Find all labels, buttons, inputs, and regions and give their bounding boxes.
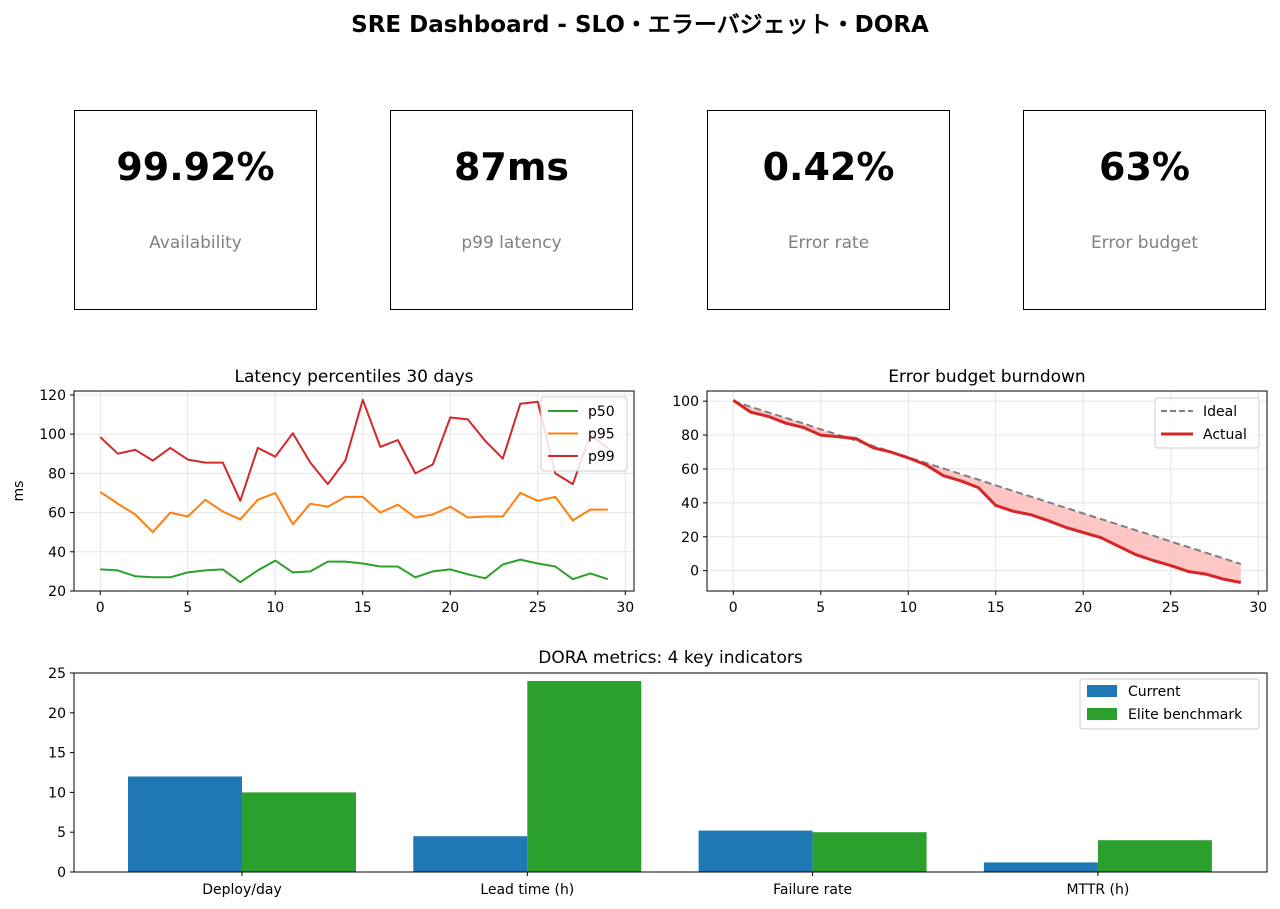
kpi-card-error-rate: 0.42% Error rate (707, 110, 950, 310)
kpi-card-p99-latency: 87ms p99 latency (390, 110, 633, 310)
x-tick-label: 10 (266, 600, 284, 616)
bar-current (128, 776, 242, 872)
x-tick-label: 20 (441, 600, 459, 616)
y-tick-label: 20 (48, 584, 66, 600)
series-line-ideal (732, 400, 1242, 565)
x-tick-label: 15 (987, 600, 1005, 616)
legend-label-elite: Elite benchmark (1128, 707, 1243, 723)
legend-label-p50: p50 (588, 404, 615, 420)
y-tick-label: 80 (48, 466, 66, 482)
legend: Ideal Actual (1154, 397, 1260, 449)
legend-swatch-current (1087, 685, 1117, 697)
kpi-value: 63% (1099, 145, 1190, 189)
x-tick-label: Failure rate (773, 882, 852, 898)
kpi-value: 99.92% (116, 145, 275, 189)
bar-current (413, 836, 528, 872)
y-tick-label: 100 (39, 427, 66, 443)
chart-title: Error budget burndown (888, 367, 1085, 387)
y-tick-label: 40 (48, 545, 66, 561)
bar-elite (527, 681, 642, 872)
legend-label-ideal: Ideal (1203, 404, 1237, 420)
axes-frame (706, 390, 1268, 592)
legend-label-p99: p99 (588, 449, 615, 465)
x-tick-label: Lead time (h) (480, 882, 574, 898)
axes-frame (73, 390, 635, 592)
legend-label-actual: Actual (1203, 427, 1247, 443)
x-tick-label: 10 (899, 600, 917, 616)
y-tick-label: 20 (48, 706, 66, 722)
x-tick-label: 30 (1249, 600, 1267, 616)
kpi-label: p99 latency (461, 233, 562, 253)
x-tick-label: 0 (96, 600, 105, 616)
y-tick-label: 60 (48, 506, 66, 522)
y-tick-label: 40 (681, 496, 699, 512)
y-tick-label: 60 (681, 462, 699, 478)
kpi-card-error-budget: 63% Error budget (1023, 110, 1266, 310)
y-tick-label: 0 (690, 564, 699, 580)
series-line-p99 (99, 398, 609, 502)
x-tick-label: 5 (816, 600, 825, 616)
y-tick-label: 25 (48, 666, 66, 682)
y-axis-label: ms (11, 481, 27, 502)
x-tick-label: MTTR (h) (1066, 882, 1129, 898)
x-tick-label: 0 (729, 600, 738, 616)
bar-elite (812, 832, 927, 872)
bar-elite (242, 792, 356, 872)
y-tick-label: 0 (57, 865, 66, 881)
chart-title: Latency percentiles 30 days (234, 367, 473, 387)
x-tick-label: 15 (354, 600, 372, 616)
x-tick-label: 20 (1074, 600, 1092, 616)
series-line-p50 (100, 558, 609, 584)
series-line-p95 (99, 491, 608, 534)
y-tick-label: 20 (681, 530, 699, 546)
legend: p50 p95 p99 (540, 396, 628, 472)
y-tick-label: 10 (48, 785, 66, 801)
y-tick-label: 120 (39, 388, 66, 404)
series-line-actual (732, 399, 1242, 584)
x-tick-label: 25 (1162, 600, 1180, 616)
bar-current (698, 830, 813, 872)
x-tick-label: 30 (616, 600, 634, 616)
y-tick-label: 5 (57, 825, 66, 841)
legend: Current Elite benchmark (1079, 678, 1260, 730)
budget-gap-area (733, 400, 1241, 583)
x-tick-label: 25 (529, 600, 547, 616)
burndown-chart: 0 5 10 15 20 25 30 0 20 40 60 80 100 Error budget bur… (672, 367, 1268, 616)
kpi-value: 0.42% (762, 145, 895, 189)
kpi-card-availability: 99.92% Availability (74, 110, 317, 310)
legend-box (540, 396, 628, 472)
bar-elite (1097, 840, 1212, 872)
legend-label-p95: p95 (588, 427, 615, 443)
kpi-label: Error budget (1090, 233, 1199, 253)
y-tick-label: 80 (681, 428, 699, 444)
kpi-label: Error rate (787, 233, 870, 253)
dora-chart: Deploy/day Lead time (h) Failure rate MTTR … (48, 648, 1268, 898)
latency-chart: 0 5 10 15 20 25 30 20 40 60 80 100 120 Latency percen… (11, 367, 635, 616)
kpi-label: Availability (149, 233, 242, 253)
y-tick-label: 15 (48, 746, 66, 762)
x-tick-label: Deploy/day (202, 882, 282, 898)
x-tick-label: 5 (183, 600, 192, 616)
legend-box (1079, 678, 1260, 730)
kpi-value: 87ms (453, 145, 570, 189)
legend-swatch-elite (1087, 708, 1117, 720)
axes-frame (73, 672, 1268, 873)
legend-label-current: Current (1128, 684, 1181, 700)
chart-title: DORA metrics: 4 key indicators (538, 648, 803, 668)
dashboard-title: SRE Dashboard - SLO・エラーバジェット・DORA (351, 12, 929, 38)
y-tick-label: 100 (672, 394, 699, 410)
bar-current (983, 862, 1098, 872)
